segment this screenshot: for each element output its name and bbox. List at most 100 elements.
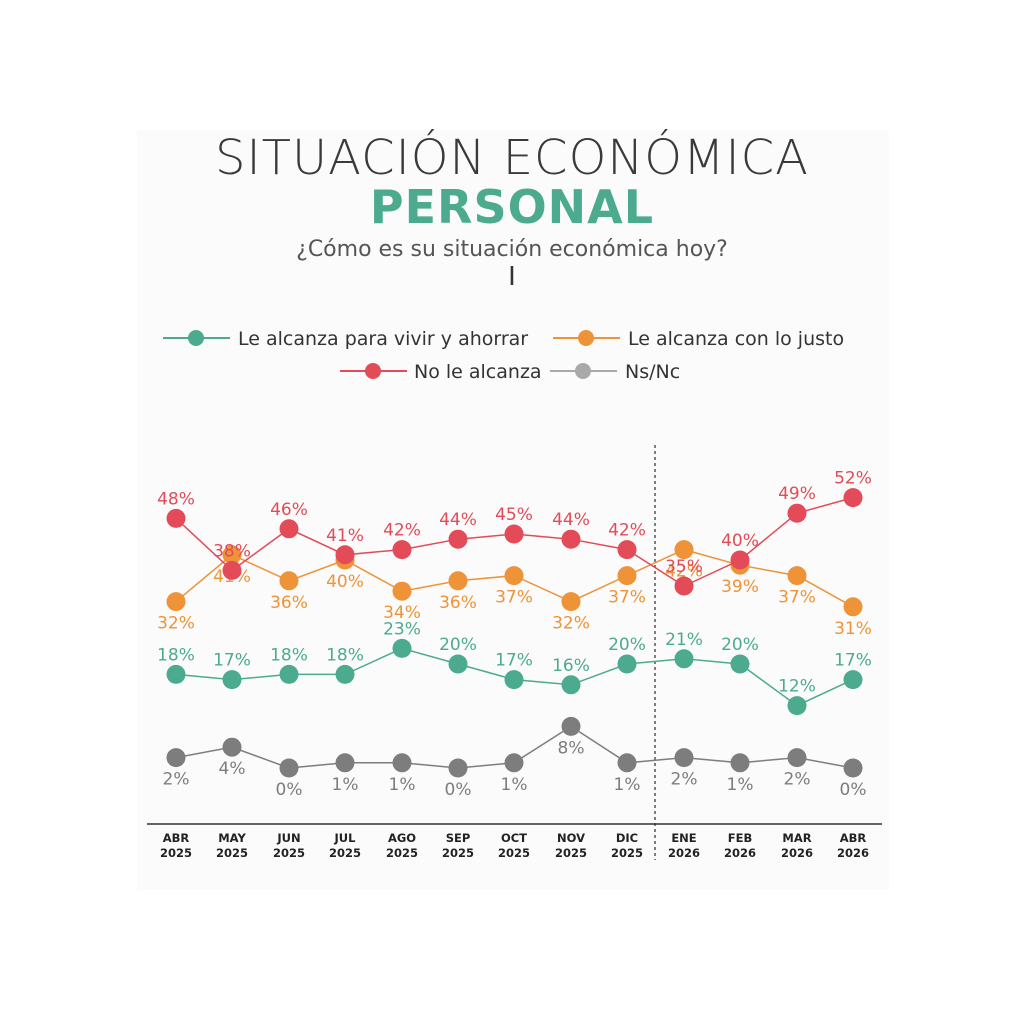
data-label: 17% (213, 651, 251, 671)
legend-label: Ns/Nc (625, 361, 680, 383)
x-tick-month: JUN (276, 831, 300, 845)
data-label: 18% (270, 645, 308, 665)
data-point (787, 503, 807, 523)
data-label: 37% (495, 588, 533, 608)
x-tick-month: FEB (728, 831, 752, 845)
data-label: 4% (219, 759, 246, 779)
legend-marker (188, 330, 204, 346)
data-point (222, 560, 242, 580)
data-point (335, 753, 355, 773)
data-label: 34% (383, 603, 421, 623)
data-label: 49% (778, 484, 816, 504)
x-tick-month: JUL (334, 831, 357, 845)
data-point (674, 649, 694, 669)
data-point (222, 670, 242, 690)
data-label: 39% (721, 577, 759, 597)
x-tick-month: ABR (840, 831, 867, 845)
data-point (561, 675, 581, 695)
data-label: 18% (157, 645, 195, 665)
x-tick-year: 2026 (724, 846, 756, 860)
data-label: 45% (495, 505, 533, 525)
data-label: 44% (439, 510, 477, 530)
data-label: 17% (495, 651, 533, 671)
data-point (392, 581, 412, 601)
data-point (279, 571, 299, 591)
data-point (787, 566, 807, 586)
data-point (279, 519, 299, 539)
data-point (843, 670, 863, 690)
data-point (561, 529, 581, 549)
data-label: 20% (608, 635, 646, 655)
data-point (166, 508, 186, 528)
x-tick-month: ABR (163, 831, 190, 845)
data-label: 1% (727, 775, 754, 795)
data-label: 0% (276, 780, 303, 800)
text-cursor-icon: I (508, 262, 516, 292)
data-label: 20% (439, 635, 477, 655)
data-label: 2% (784, 770, 811, 790)
x-tick-year: 2026 (837, 846, 869, 860)
x-tick-month: NOV (557, 831, 585, 845)
data-label: 44% (552, 510, 590, 530)
data-label: 31% (834, 619, 872, 639)
x-tick-year: 2025 (555, 846, 587, 860)
x-tick-year: 2025 (442, 846, 474, 860)
data-label: 36% (270, 593, 308, 613)
legend-label: Le alcanza con lo justo (628, 328, 844, 350)
data-point (730, 753, 750, 773)
data-point (504, 753, 524, 773)
data-label: 41% (326, 526, 364, 546)
data-label: 23% (383, 619, 421, 639)
data-point (843, 488, 863, 508)
data-point (279, 664, 299, 684)
data-label: 2% (671, 770, 698, 790)
data-point (674, 748, 694, 768)
data-point (222, 545, 242, 565)
data-point (448, 758, 468, 778)
x-tick-month: MAR (782, 831, 811, 845)
data-label: 32% (157, 614, 195, 634)
legend-marker (365, 363, 381, 379)
legend-marker (578, 330, 594, 346)
data-label: 40% (326, 572, 364, 592)
data-label: 36% (439, 593, 477, 613)
data-label: 16% (552, 656, 590, 676)
data-point (561, 716, 581, 736)
data-label: 1% (501, 775, 528, 795)
data-point (843, 597, 863, 617)
data-label: 1% (389, 775, 416, 795)
data-point (448, 529, 468, 549)
data-label: 42% (665, 562, 703, 582)
x-tick-year: 2026 (668, 846, 700, 860)
x-tick-month: MAY (218, 831, 246, 845)
data-point (617, 540, 637, 560)
data-label: 42% (608, 521, 646, 541)
data-point (392, 753, 412, 773)
data-label: 38% (213, 541, 251, 561)
x-tick-year: 2025 (329, 846, 361, 860)
data-point (843, 758, 863, 778)
data-label: 18% (326, 645, 364, 665)
x-tick-year: 2025 (386, 846, 418, 860)
data-label: 20% (721, 635, 759, 655)
data-label: 0% (445, 780, 472, 800)
data-point (335, 664, 355, 684)
legend-marker (575, 363, 591, 379)
data-point (504, 670, 524, 690)
x-tick-year: 2025 (160, 846, 192, 860)
data-label: 1% (614, 775, 641, 795)
x-tick-year: 2025 (611, 846, 643, 860)
x-tick-year: 2025 (273, 846, 305, 860)
data-point (617, 654, 637, 674)
data-point (448, 654, 468, 674)
data-point (674, 540, 694, 560)
data-label: 8% (558, 738, 585, 758)
data-point (730, 654, 750, 674)
data-label: 52% (834, 469, 872, 489)
data-label: 35% (665, 557, 703, 577)
data-label: 21% (665, 630, 703, 650)
data-point (504, 524, 524, 544)
data-point (617, 753, 637, 773)
legend-label: Le alcanza para vivir y ahorrar (238, 328, 528, 350)
